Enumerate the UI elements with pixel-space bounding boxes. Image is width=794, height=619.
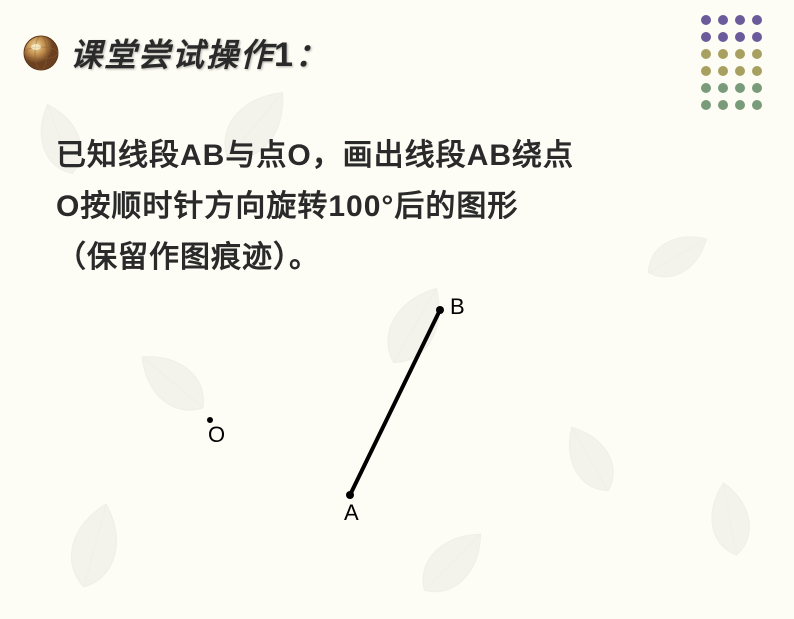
text-line-2: O按顺时针方向旋转100°后的图形 bbox=[56, 181, 716, 232]
globe-icon bbox=[20, 32, 62, 74]
problem-text: 已知线段AB与点O，画出线段AB绕点 O按顺时针方向旋转100°后的图形 （保留… bbox=[56, 130, 716, 283]
svg-text:B: B bbox=[450, 294, 465, 319]
text-line-1: 已知线段AB与点O，画出线段AB绕点 bbox=[56, 130, 716, 181]
title-prefix: 课堂尝试操作 bbox=[70, 37, 274, 73]
svg-text:A: A bbox=[344, 500, 359, 525]
text-line-3: （保留作图痕迹）。 bbox=[56, 232, 716, 283]
title-number: 1 bbox=[274, 36, 295, 74]
svg-text:O: O bbox=[208, 422, 225, 447]
title-suffix: ： bbox=[295, 37, 329, 73]
geometry-diagram: O A B bbox=[140, 280, 560, 560]
slide-header: 课堂尝试操作1： bbox=[20, 30, 329, 76]
slide-title: 课堂尝试操作1： bbox=[70, 30, 329, 76]
corner-dots-decoration bbox=[696, 10, 776, 125]
